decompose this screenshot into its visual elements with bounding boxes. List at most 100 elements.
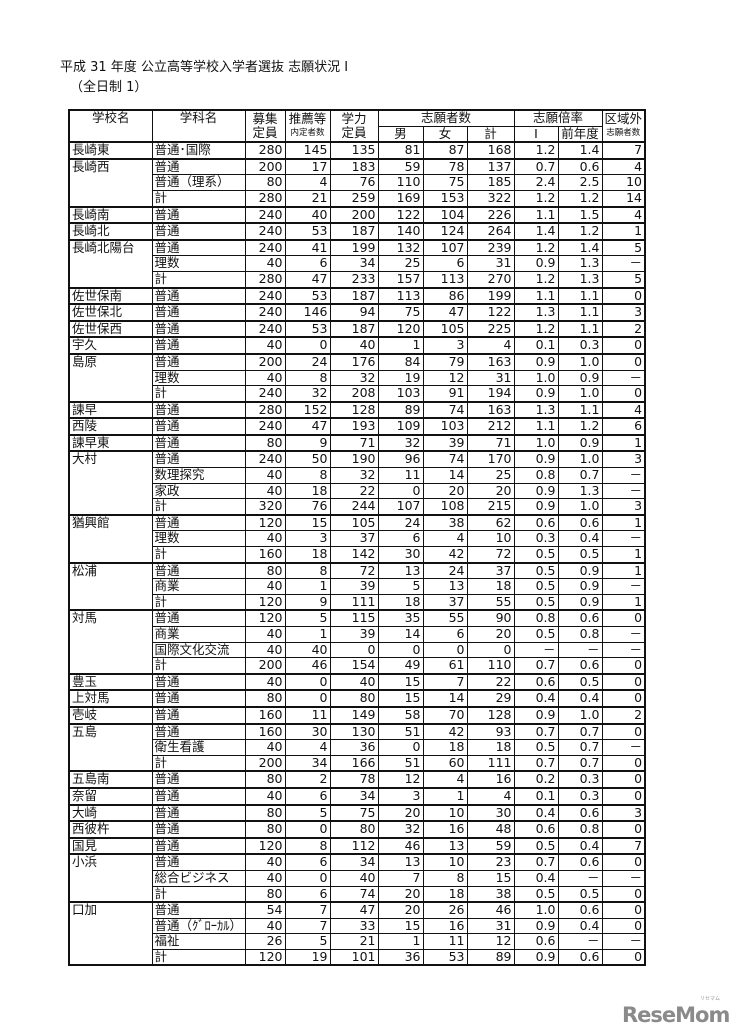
table-body: 長崎東 普通･国際 280 145 135 81 87 168 1.2 1.4 7 長崎西 普通 200 1…	[68, 141, 646, 966]
cell-female: 104	[422, 205, 468, 224]
cell-female: 39	[422, 433, 468, 452]
cell-ratio-current: 1.2	[513, 189, 559, 208]
cell-quota: 160	[244, 546, 286, 564]
cell-ratio-prev: 1.1	[557, 400, 603, 419]
cell-ratio-current: 0.6	[513, 672, 559, 691]
cell-outside: －	[601, 641, 646, 659]
cell-outside: －	[601, 578, 646, 595]
cell-quota: 200	[244, 657, 286, 675]
cell-academic: 39	[329, 578, 379, 595]
cell-academic: 233	[329, 270, 379, 289]
school-name: 佐世保北	[68, 303, 153, 321]
cell-quota: 320	[244, 498, 286, 516]
cell-outside: 3	[601, 498, 646, 516]
school-name: 対馬	[68, 609, 153, 674]
cell-ratio-current: 0.7	[513, 657, 559, 675]
cell-total: 4	[466, 336, 515, 355]
dept-name: 普通	[151, 238, 246, 257]
school-name: 五島	[68, 722, 153, 772]
cell-male: 0	[377, 482, 424, 500]
cell-academic: 0	[329, 641, 379, 659]
cell-female: 6	[422, 255, 468, 272]
school-name: 長崎北陽台	[68, 238, 153, 288]
cell-ratio-current: 0.6	[513, 820, 559, 839]
cell-recommend: 47	[284, 270, 331, 289]
application-status-table: 学校名 学科名 募集 定員 推薦等 内定者数 学力 定員 志願者数 志願倍率 区域外志…	[68, 109, 647, 967]
cell-female: 12	[422, 369, 468, 387]
cell-total: 185	[466, 174, 515, 191]
cell-ratio-prev: 1.1	[557, 286, 603, 305]
cell-male: 122	[377, 205, 424, 224]
cell-recommend: 0	[284, 689, 331, 708]
cell-male: 24	[377, 513, 424, 532]
cell-recommend: 18	[284, 546, 331, 564]
dept-name: 普通	[151, 836, 246, 855]
dept-name: 普通	[151, 513, 246, 532]
cell-outside: 3	[601, 303, 646, 322]
table-row: 計 200 46 154 49 61 110 0.7 0.6 0	[69, 657, 646, 675]
school-name: 西陵	[68, 417, 153, 435]
cell-ratio-current: 2.4	[513, 174, 559, 191]
cell-recommend: 53	[284, 319, 331, 338]
cell-recommend: 9	[284, 433, 331, 452]
cell-ratio-prev: 0.3	[557, 336, 603, 355]
table-row: 長崎北 普通 240 53 187 140 124 264 1.4 1.2 1	[68, 222, 646, 241]
table-row: 計 320 76 244 107 108 215 0.9 1.0 3	[69, 498, 646, 516]
cell-female: 47	[422, 303, 468, 322]
cell-male: 89	[377, 400, 424, 419]
dept-name: 数理探究	[151, 467, 246, 484]
cell-outside: 0	[601, 853, 646, 871]
dept-name: 普通	[151, 786, 246, 806]
cell-female: 153	[422, 189, 468, 208]
cell-total: 264	[466, 222, 515, 241]
dept-name: 普通	[151, 450, 246, 469]
school-name: 諫早	[68, 400, 153, 419]
cell-male: 6	[377, 530, 424, 548]
cell-male: 109	[377, 417, 424, 436]
cell-outside: 0	[601, 336, 646, 355]
cell-academic: 33	[329, 917, 379, 935]
cell-female: 79	[422, 352, 468, 371]
cell-academic: 47	[329, 901, 379, 919]
cell-total: 137	[466, 157, 515, 176]
cell-outside: 0	[601, 672, 646, 691]
dept-name: 普通	[151, 803, 246, 822]
table-row: 佐世保北 普通 240 146 94 75 47 122 1.3 1.1 3	[68, 303, 646, 322]
cell-female: 38	[422, 513, 468, 532]
cell-female: 20	[422, 482, 468, 500]
cell-outside: －	[601, 369, 646, 387]
dept-name: 計	[151, 270, 245, 289]
cell-ratio-prev: 0.5	[557, 672, 603, 691]
cell-total: 18	[466, 739, 515, 756]
table-row: 衛生看護 40 4 36 0 18 18 0.5 0.7 －	[69, 739, 646, 756]
cell-ratio-prev: 2.5	[557, 174, 603, 191]
cell-academic: 112	[329, 836, 379, 855]
cell-total: 199	[466, 286, 515, 305]
cell-academic: 115	[329, 609, 379, 628]
cell-ratio-current: 0.4	[513, 803, 559, 822]
cell-total: 72	[466, 546, 515, 564]
cell-ratio-current: 0.9	[513, 385, 559, 403]
table-row: 対馬 普通 120 5 115 35 55 90 0.8 0.6 0	[68, 609, 646, 674]
cell-male: 49	[377, 657, 424, 675]
cell-ratio-prev: 0.5	[557, 546, 603, 564]
cell-female: 6	[422, 626, 468, 643]
cell-total: 31	[466, 369, 515, 387]
cell-recommend: 152	[284, 400, 331, 419]
table-row: 長崎東 普通･国際 280 145 135 81 87 168 1.2 1.4 7	[68, 141, 646, 160]
cell-ratio-current: 0.6	[513, 513, 559, 532]
cell-male: 14	[377, 626, 424, 643]
header-ratio-prev: 前年度	[557, 125, 603, 143]
table-row: 福祉 26 5 21 1 11 12 0.6 －－	[69, 933, 646, 950]
cell-recommend: 53	[284, 222, 331, 241]
cell-male: 19	[377, 369, 424, 387]
cell-female: 103	[422, 417, 468, 436]
cell-female: 10	[422, 803, 468, 822]
school-name: 諫早東	[68, 433, 153, 452]
cell-female: 37	[422, 593, 468, 611]
cell-academic: 176	[329, 352, 379, 371]
cell-outside: 14	[601, 189, 646, 208]
table-row: 商業 40 1 39 5 13 18 0.5 0.9 －	[69, 578, 646, 595]
cell-total: 194	[466, 385, 515, 403]
cell-total: 31	[466, 255, 515, 272]
